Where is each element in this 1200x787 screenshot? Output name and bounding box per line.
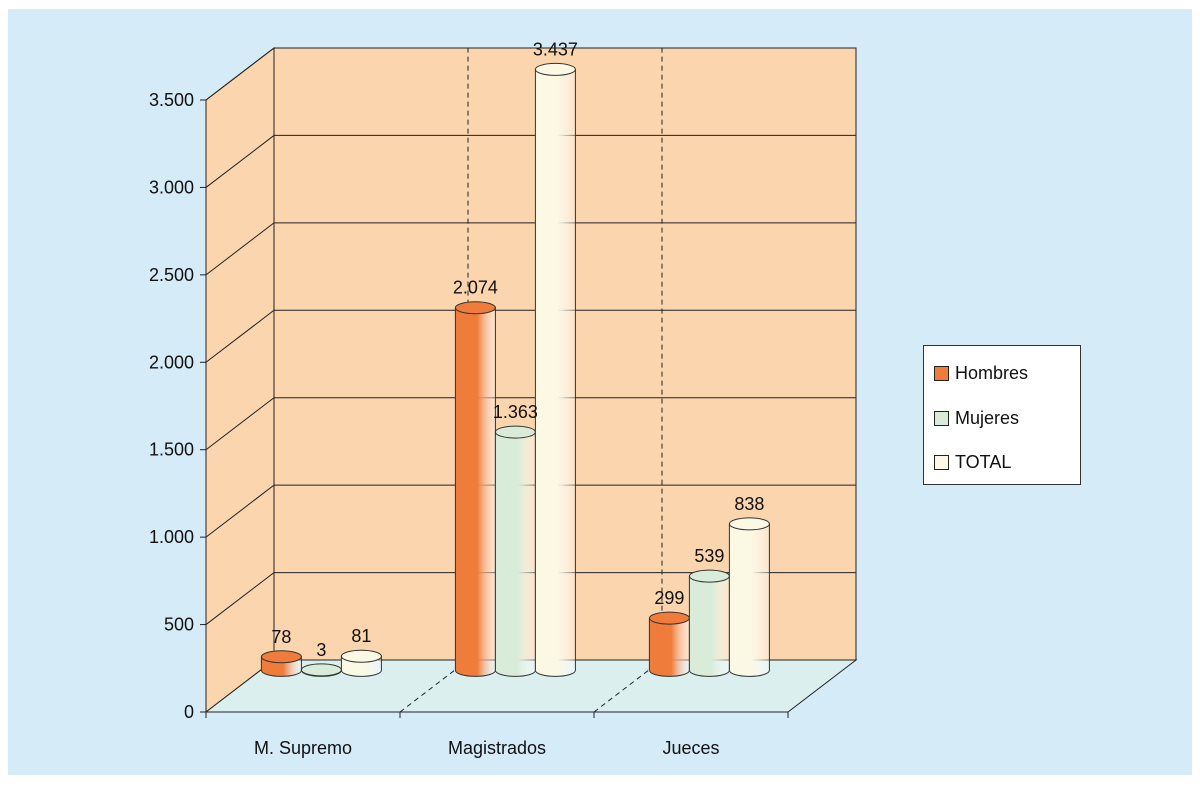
bar-m-supremo-total bbox=[340, 649, 382, 677]
bar-body bbox=[688, 575, 730, 677]
bar-magistrados-total bbox=[534, 62, 576, 677]
gridline-6 bbox=[205, 134, 856, 188]
data-label-jueces-total: 838 bbox=[734, 494, 764, 514]
data-label-m-supremo-mujeres: 3 bbox=[316, 640, 326, 660]
bar-body bbox=[648, 617, 690, 677]
bar-body bbox=[494, 431, 536, 677]
bar-jueces-hombres bbox=[648, 611, 690, 677]
data-label-jueces-hombres: 299 bbox=[654, 588, 684, 608]
data-label-magistrados-total: 3.437 bbox=[533, 39, 578, 59]
bar-m-supremo-mujeres bbox=[300, 663, 342, 677]
legend-label-hombres: Hombres bbox=[955, 362, 1029, 383]
legend-swatch-mujeres bbox=[934, 410, 949, 426]
bar-chart: 0 500 1.000 1.500 2.000 2.500 3.000 3.500 M. Sup… bbox=[149, 39, 858, 758]
bar-cap bbox=[494, 425, 536, 439]
bar-body bbox=[728, 523, 770, 677]
y-tick-label-6: 3.000 bbox=[149, 177, 194, 197]
y-tick-label-4: 2.000 bbox=[149, 352, 194, 372]
legend-label-total: TOTAL bbox=[955, 451, 1012, 472]
legend-item-hombres: Hombres bbox=[934, 361, 1028, 385]
bar-body bbox=[454, 307, 496, 677]
gridline-3 bbox=[205, 397, 856, 451]
bar-jueces-total bbox=[728, 517, 770, 677]
bar-cap bbox=[454, 301, 496, 315]
bar-cap bbox=[688, 569, 730, 583]
bar-body bbox=[534, 68, 576, 677]
legend-item-mujeres: Mujeres bbox=[934, 406, 1019, 430]
bar-jueces-mujeres bbox=[688, 569, 730, 677]
bar-cap bbox=[534, 62, 576, 76]
y-tick-label-7: 3.500 bbox=[149, 90, 194, 110]
y-tick-label-0: 0 bbox=[184, 702, 194, 722]
legend-swatch-total bbox=[934, 454, 949, 470]
y-tick-label-2: 1.000 bbox=[149, 527, 194, 547]
legend-label-mujeres: Mujeres bbox=[955, 407, 1020, 428]
side-wall bbox=[205, 46, 275, 714]
data-label-m-supremo-hombres: 78 bbox=[271, 627, 291, 647]
data-label-magistrados-hombres: 2.074 bbox=[453, 278, 498, 298]
bar-magistrados-hombres bbox=[454, 301, 496, 677]
bar-cap bbox=[300, 663, 342, 677]
x-category-label-jueces: Jueces bbox=[662, 738, 719, 758]
data-label-magistrados-mujeres: 1.363 bbox=[493, 402, 538, 422]
y-tick-label-3: 1.500 bbox=[149, 440, 194, 460]
data-labels: 78 3 81 2.074 1.363 3.437 299 539 838 bbox=[271, 39, 764, 659]
gridline-2 bbox=[205, 484, 856, 538]
chart-panel: 0 500 1.000 1.500 2.000 2.500 3.000 3.500 M. Sup… bbox=[8, 9, 1192, 775]
bar-cap bbox=[340, 649, 382, 663]
bar-magistrados-mujeres bbox=[494, 425, 536, 677]
bars bbox=[260, 62, 770, 677]
legend: Hombres Mujeres TOTAL bbox=[923, 345, 1081, 485]
data-label-jueces-mujeres: 539 bbox=[694, 546, 724, 566]
legend-swatch-hombres bbox=[934, 365, 949, 381]
y-tick-label-5: 2.500 bbox=[149, 265, 194, 285]
axes: 0 500 1.000 1.500 2.000 2.500 3.000 3.500 M. Sup… bbox=[149, 90, 789, 758]
x-category-label-magistrados: Magistrados bbox=[448, 738, 546, 758]
legend-item-total: TOTAL bbox=[934, 450, 1011, 474]
y-tick-label-1: 500 bbox=[164, 615, 194, 635]
bar-m-supremo-hombres bbox=[260, 650, 302, 677]
bar-cap bbox=[648, 611, 690, 625]
data-label-m-supremo-total: 81 bbox=[351, 626, 371, 646]
bar-cap bbox=[260, 650, 302, 664]
x-category-label-m-supremo: M. Supremo bbox=[254, 738, 352, 758]
bar-cap bbox=[728, 517, 770, 531]
